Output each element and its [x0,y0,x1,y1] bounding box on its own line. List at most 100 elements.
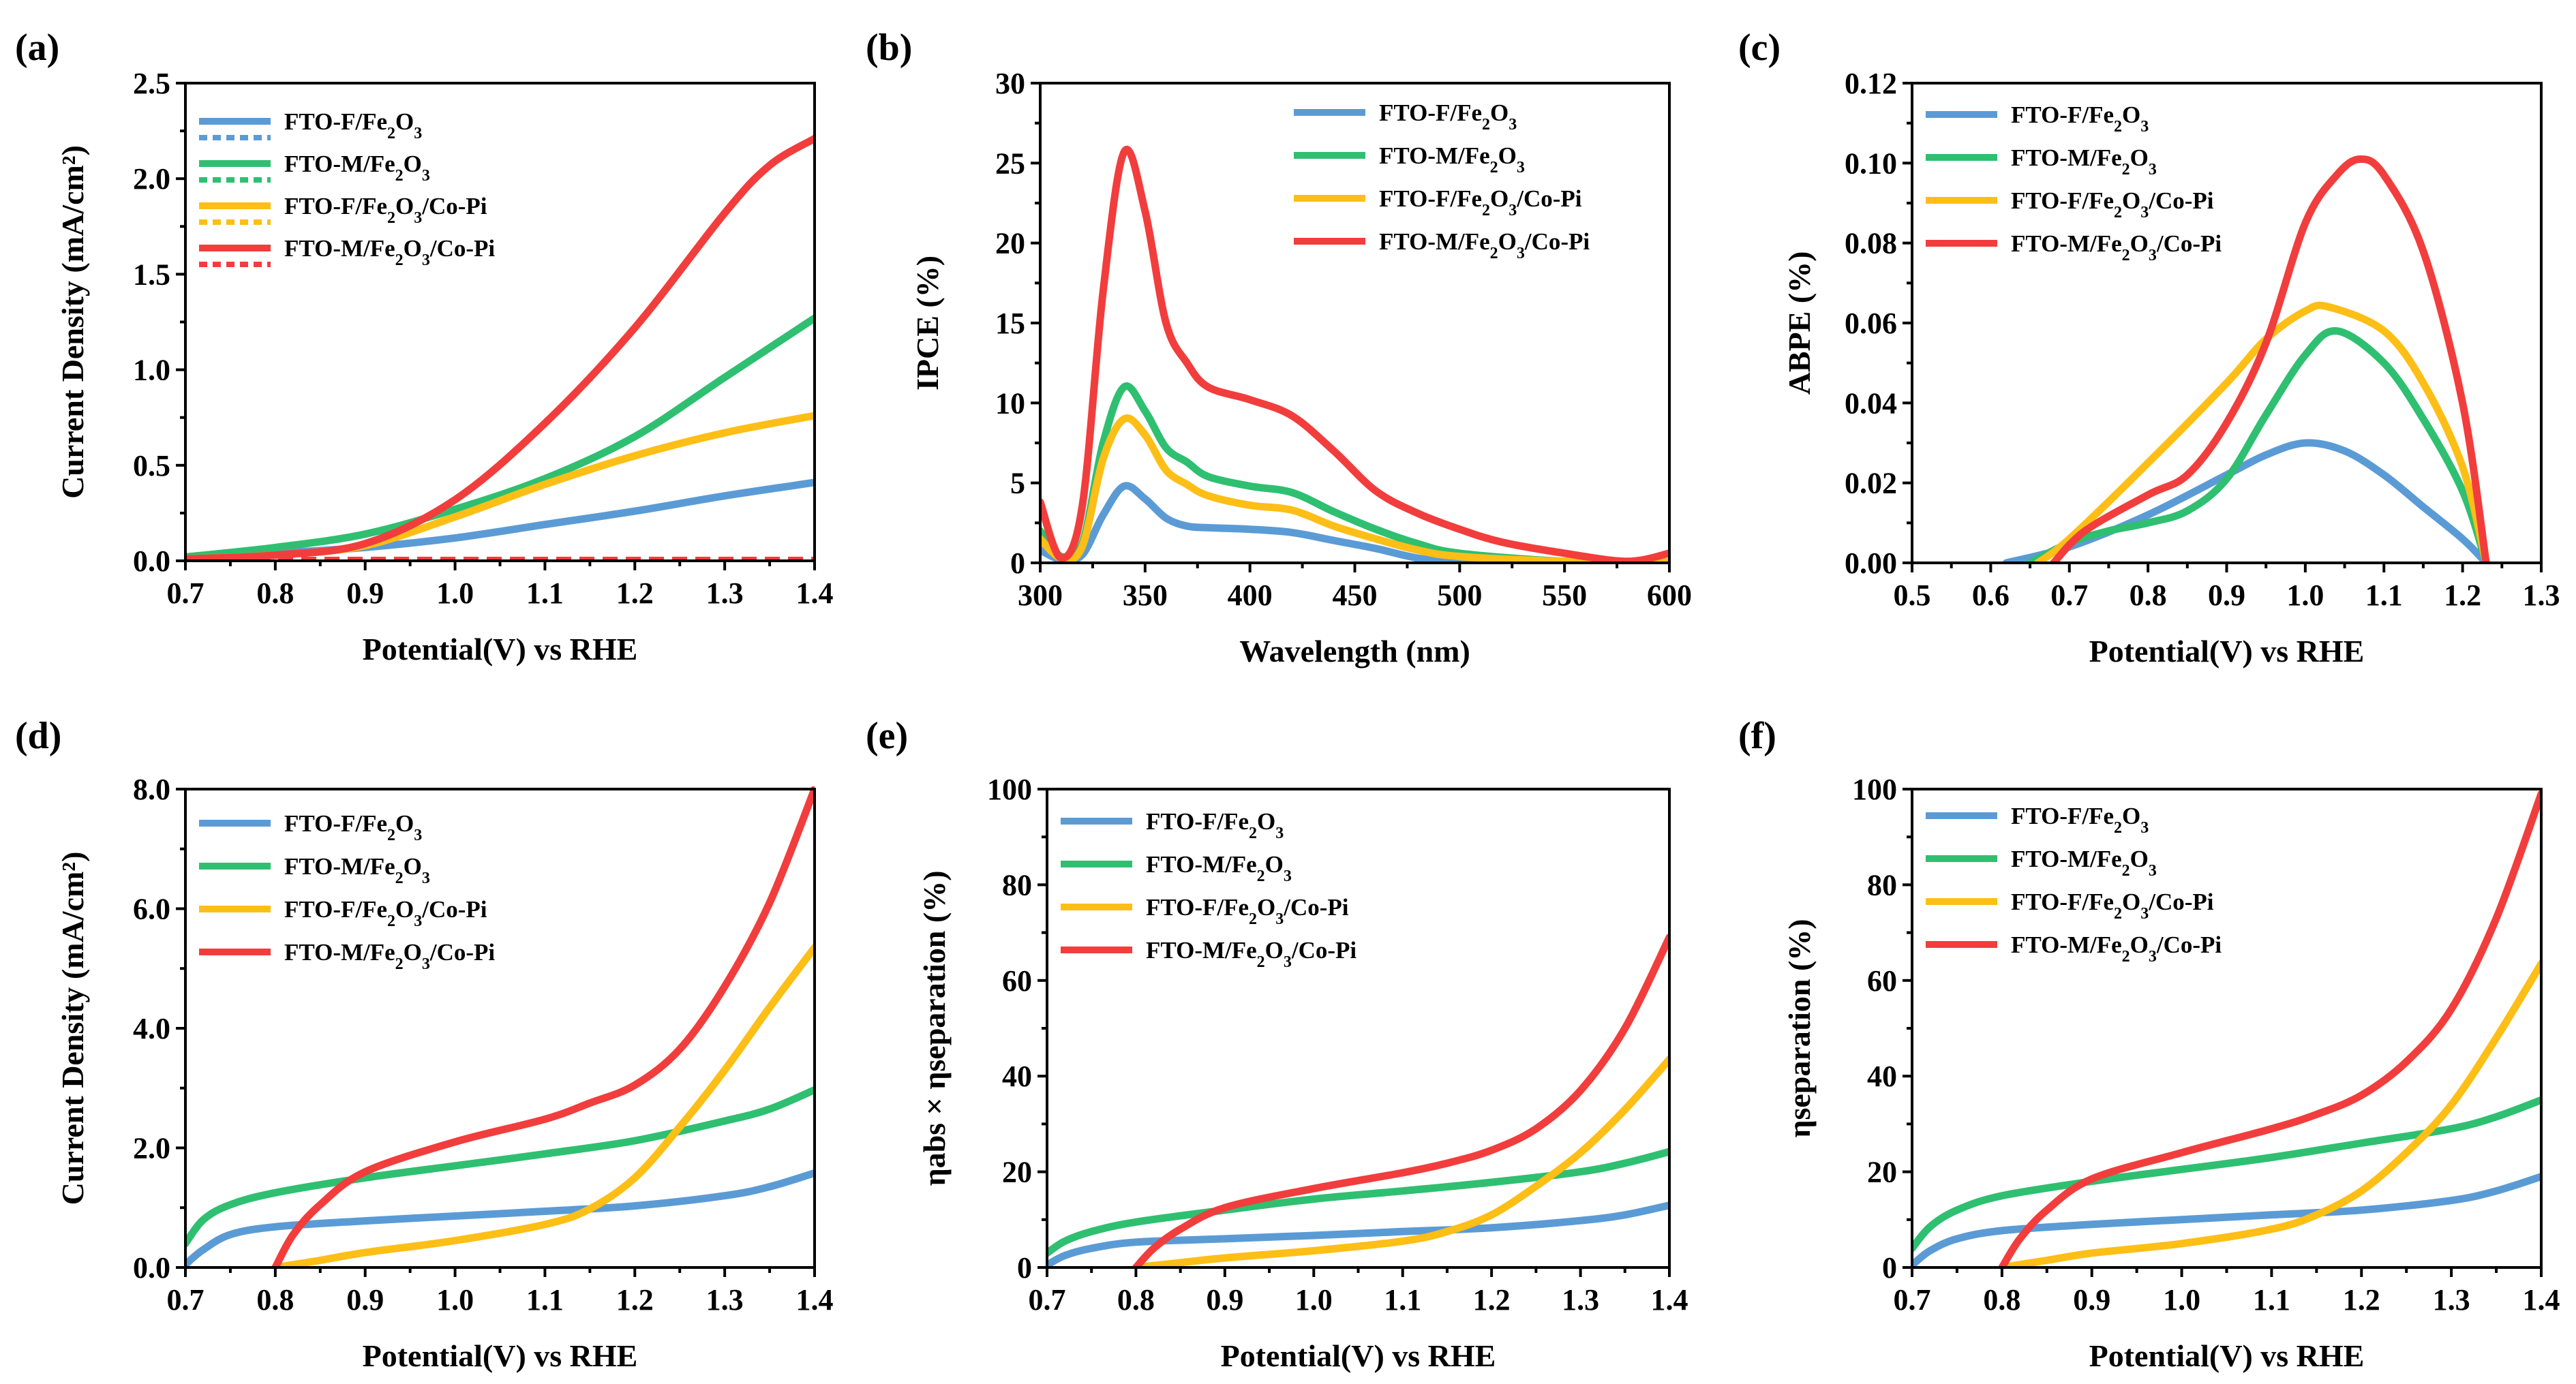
y-tick-label: 0.04 [1845,386,1897,420]
legend: FTO-F/Fe2O3 FTO-M/Fe2O3 FTO-F/Fe2O3/Co-Pi F… [1061,808,1357,971]
legend-label: FTO-F/Fe2O3/Co-Pi [284,193,487,227]
x-tick-label: 1.1 [526,1283,564,1317]
y-axis-label: ABPE (%) [1782,251,1817,395]
y-tick-label: 80 [1867,868,1897,902]
y-tick-label: 2.5 [133,67,170,100]
panel-title: (f) [1738,715,1776,757]
series-line-3 [271,944,815,1267]
x-tick-label: 0.7 [2050,579,2088,612]
x-axis-label: Potential(V) vs RHE [1221,1338,1496,1373]
y-tick-label: 1.0 [133,354,170,387]
x-tick-label: 400 [1228,579,1273,612]
legend-label: FTO-F/Fe2O3 [284,108,422,142]
y-tick-label: 100 [987,773,1032,806]
y-tick-label: 0 [1017,1251,1032,1285]
y-tick-label: 5 [1010,467,1025,500]
series-line-2 [185,314,815,561]
series-line-4 [185,134,815,561]
y-tick-label: 10 [995,386,1025,420]
series-line-1 [1040,482,1669,563]
x-tick-label: 1.2 [616,1283,654,1317]
x-tick-label: 1.3 [706,1283,744,1317]
x-tick-label: 1.0 [1295,1283,1333,1317]
x-tick-label: 1.1 [2253,1283,2290,1317]
x-tick-label: 0.6 [1972,579,2010,612]
y-tick-label: 0.0 [133,1251,170,1285]
x-tick-label: 0.8 [256,1283,294,1317]
legend-label: FTO-F/Fe2O3/Co-Pi [1146,894,1349,928]
legend-label: FTO-F/Fe2O3 [2011,102,2149,136]
panel-d: 0.7 0.8 0.9 1.0 1.1 1.2 1.3 1.4 0.0 2.0 4.0 6.0 8.0 (… [15,715,834,1373]
x-tick-label: 1.3 [706,576,744,610]
x-tick-label: 0.7 [1029,1283,1066,1317]
series-group [185,786,815,1267]
legend-label: FTO-F/Fe2O3 [284,810,422,844]
panel-a: 0.7 0.8 0.9 1.0 1.1 1.2 1.3 1.4 0.0 0.5 1.0 1.5 2.0 2… [15,27,834,666]
series-line-4 [1998,790,2541,1267]
legend: FTO-F/Fe2O3 FTO-M/Fe2O3 FTO-F/Fe2O3/Co-Pi F… [1926,803,2222,966]
series-group [1912,790,2541,1267]
panel-title: (d) [15,715,61,757]
legend-label: FTO-M/Fe2O3 [1146,851,1292,885]
y-tick-label: 2.0 [133,1132,170,1165]
series-line-4 [2050,155,2490,563]
panel-e: 0.7 0.8 0.9 1.0 1.1 1.2 1.3 1.4 0 20 40 60 80 100 (e) P… [866,715,1688,1373]
legend-label: FTO-M/Fe2O3 [284,853,430,887]
y-tick-label: 40 [1867,1060,1897,1093]
series-line-2 [1047,1148,1669,1257]
series-line-1 [1912,1173,2541,1267]
x-tick-label: 1.2 [1473,1283,1511,1317]
x-tick-label: 0.8 [2130,579,2167,612]
x-tick-label: 1.1 [1384,1283,1421,1317]
x-tick-label: 0.9 [2208,579,2245,612]
x-axis-label: Potential(V) vs RHE [363,632,638,666]
x-tick-label: 1.3 [1562,1283,1599,1317]
legend-label: FTO-M/Fe2O3/Co-Pi [284,235,495,269]
series-line-4 [271,786,815,1267]
x-tick-label: 0.9 [2073,1283,2110,1317]
legend-label: FTO-M/Fe2O3/Co-Pi [1379,228,1590,262]
y-tick-label: 2.0 [133,162,170,196]
x-tick-label: 0.8 [1983,1283,2020,1317]
y-tick-label: 0.5 [133,449,170,482]
series-group [1047,934,1669,1267]
panel-title: (a) [15,27,59,69]
x-tick-label: 0.5 [1894,579,1931,612]
legend-label: FTO-M/Fe2O3 [284,151,430,185]
legend: FTO-F/Fe2O3 FTO-M/Fe2O3 FTO-F/Fe2O3/Co-Pi F… [199,108,495,269]
x-tick-label: 1.4 [796,1283,834,1317]
y-axis-label: ηabs × ηseparation (%) [917,870,952,1186]
series-group [185,134,815,561]
y-tick-label: 100 [1852,773,1897,806]
x-tick-label: 1.3 [2433,1283,2470,1317]
x-tick-label: 1.2 [2343,1283,2380,1317]
legend-label: FTO-M/Fe2O3/Co-Pi [2011,932,2222,966]
x-tick-label: 600 [1647,579,1692,612]
legend: FTO-F/Fe2O3 FTO-M/Fe2O3 FTO-F/Fe2O3/Co-Pi F… [199,810,495,973]
x-tick-label: 1.4 [796,576,834,610]
series-line-3 [185,412,815,561]
y-tick-label: 0 [1882,1251,1897,1285]
x-tick-label: 1.4 [2523,1283,2560,1317]
legend-label: FTO-M/Fe2O3 [1379,142,1525,176]
y-tick-label: 25 [995,147,1025,180]
y-axis-label: Current Density (mA/cm²) [55,145,90,499]
panel-c: 0.5 0.6 0.7 0.8 0.9 1.0 1.1 1.2 1.3 0.00 0.02 0.04 0… [1738,27,2560,668]
x-axis-label: Potential(V) vs RHE [2089,634,2365,668]
y-axis-label: Current Density (mA/cm²) [55,852,90,1205]
legend-label: FTO-F/Fe2O3 [2011,803,2149,837]
legend-label: FTO-F/Fe2O3/Co-Pi [1379,185,1582,219]
x-tick-label: 0.9 [346,1283,384,1317]
y-tick-label: 30 [995,67,1025,100]
y-tick-label: 20 [995,227,1025,260]
y-tick-label: 0.08 [1845,227,1897,260]
x-tick-label: 450 [1333,579,1378,612]
x-tick-label: 500 [1437,579,1482,612]
y-tick-label: 0 [1010,547,1025,580]
plot-frame [184,82,816,562]
y-tick-label: 15 [995,307,1025,340]
legend-label: FTO-F/Fe2O3/Co-Pi [284,896,487,930]
x-tick-label: 1.1 [526,576,564,610]
y-axis-label: ηseparation (%) [1782,919,1817,1137]
x-tick-label: 1.2 [616,576,654,610]
